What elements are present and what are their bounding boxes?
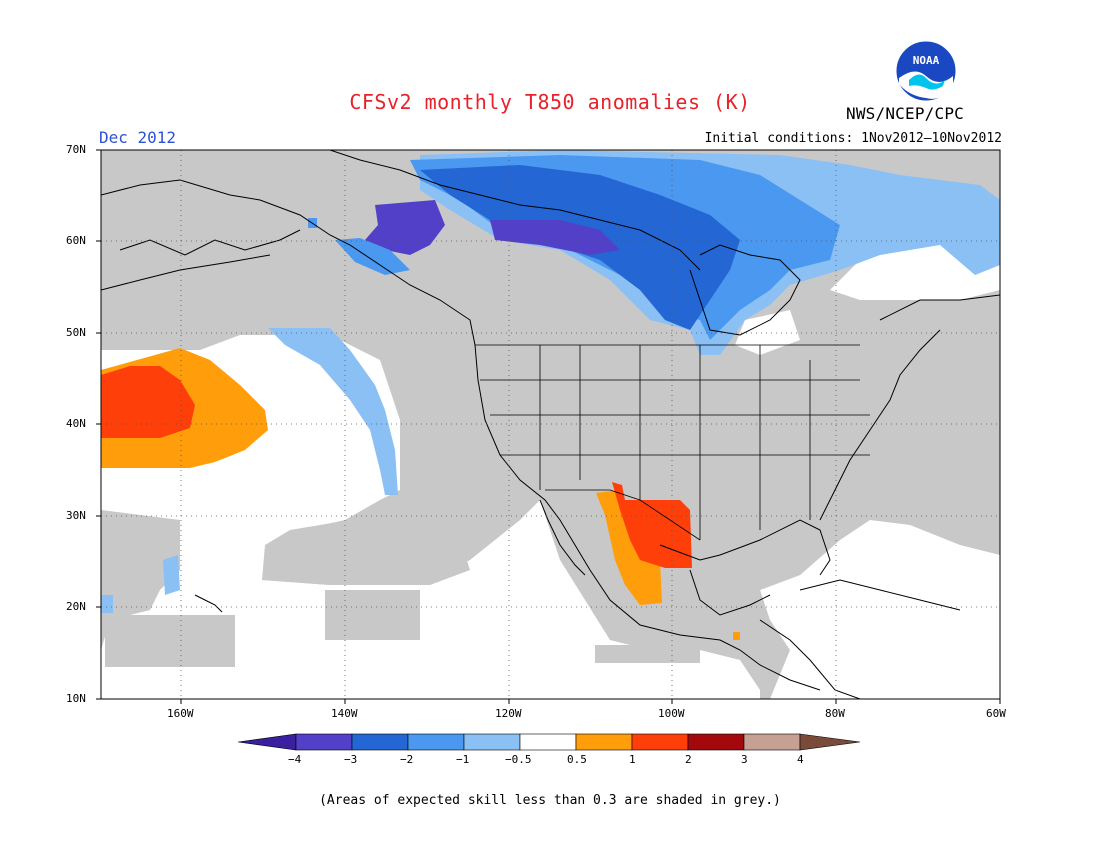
grey-patch-3 — [262, 520, 470, 585]
grey-gulf — [690, 505, 840, 640]
lon-label: 100W — [658, 707, 685, 720]
colorbar-seg — [463, 733, 521, 751]
colorbar-seg-lt-minus4 — [238, 733, 297, 751]
grey-patch-2 — [325, 590, 420, 640]
cold-anomaly-hawaii — [163, 555, 180, 595]
coastlines — [101, 150, 1000, 699]
map-fill-layer — [101, 150, 1000, 699]
cold-anomaly-deep-1 — [490, 220, 620, 255]
colorbar-label: 3 — [741, 753, 748, 766]
colorbar-label: 4 — [797, 753, 804, 766]
lat-label: 50N — [66, 326, 86, 339]
cold-anomaly-deep-2 — [365, 200, 445, 255]
chart-title: CFSv2 monthly T850 anomalies (K) — [349, 90, 751, 114]
white-region-atlantic — [760, 520, 1000, 699]
warm-anomaly-orange-mexico — [596, 490, 662, 605]
colorbar — [238, 733, 861, 751]
colorbar-label: −2 — [400, 753, 414, 766]
noaa-logo: NOAA — [895, 40, 957, 102]
lat-label: 10N — [66, 692, 86, 705]
colorbar-seg — [519, 733, 577, 751]
warm-anomaly-red-pacific — [101, 366, 195, 438]
lat-label: 40N — [66, 417, 86, 430]
logo-text: NOAA — [913, 54, 940, 67]
colorbar-seg — [351, 733, 409, 751]
lon-label: 160W — [167, 707, 194, 720]
colorbar-label: −4 — [288, 753, 302, 766]
warm-anomaly-dot — [733, 632, 740, 640]
lat-label: 20N — [66, 600, 86, 613]
colorbar-seg-gt-4 — [799, 733, 861, 751]
lon-label: 80W — [825, 707, 845, 720]
lon-label: 60W — [986, 707, 1006, 720]
colorbar-label: −0.5 — [505, 753, 532, 766]
grey-patch-1 — [105, 615, 235, 667]
colorbar-label: −1 — [456, 753, 470, 766]
lat-label: 70N — [66, 143, 86, 156]
colorbar-seg — [295, 733, 353, 751]
colorbar-seg — [407, 733, 465, 751]
lat-label: 30N — [66, 509, 86, 522]
skill-footnote: (Areas of expected skill less than 0.3 a… — [319, 793, 781, 808]
lat-label: 60N — [66, 234, 86, 247]
colorbar-label: 1 — [629, 753, 636, 766]
colorbar-seg — [743, 733, 801, 751]
white-region-hudson — [735, 310, 800, 355]
initial-conditions: Initial conditions: 1Nov2012–10Nov2012 — [704, 131, 1002, 146]
grey-patch-4 — [595, 645, 700, 663]
colorbar-seg — [631, 733, 689, 751]
colorbar-label: 2 — [685, 753, 692, 766]
cold-anomaly-pacific-band — [268, 328, 398, 495]
axis-ticks — [96, 149, 1001, 704]
colorbar-label: −3 — [344, 753, 358, 766]
colorbar-seg — [687, 733, 745, 751]
colorbar-label: 0.5 — [567, 753, 587, 766]
lon-label: 120W — [495, 707, 522, 720]
state-borders — [475, 344, 870, 541]
cold-anomaly-west-edge — [101, 595, 113, 613]
lon-label: 140W — [331, 707, 358, 720]
agency-label: NWS/NCEP/CPC — [846, 104, 964, 123]
forecast-month: Dec 2012 — [99, 128, 177, 147]
warm-anomaly-red-texas — [612, 482, 692, 568]
colorbar-seg — [575, 733, 633, 751]
